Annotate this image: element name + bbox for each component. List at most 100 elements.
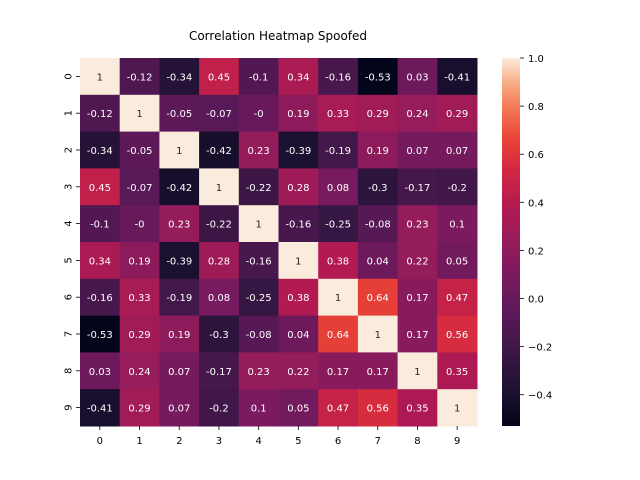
cell-value-label: 0.33: [128, 293, 150, 304]
cell-value-label: 0.03: [89, 367, 111, 378]
cell-value-label: -0.17: [206, 367, 232, 378]
heatmap-cell: [159, 389, 200, 427]
cell-value-label: 0.35: [406, 404, 428, 415]
cell-value-label: 0.19: [367, 146, 389, 157]
cell-value-label: 0.47: [327, 404, 349, 415]
y-tick-label: 1: [64, 110, 75, 116]
cell-value-label: 0.07: [446, 146, 468, 157]
cell-value-label: 1: [335, 293, 341, 304]
y-tick-label: 8: [64, 368, 75, 374]
cell-value-label: 0.64: [327, 330, 349, 341]
heatmap-cell: [397, 168, 438, 206]
heatmap-cell: [357, 168, 399, 206]
cell-value-label: 0.24: [128, 367, 150, 378]
colorbar-tick-label: −0.4: [528, 391, 552, 402]
cell-value-label: 0.19: [168, 330, 190, 341]
heatmap-cell: [199, 94, 240, 133]
heatmap-cell: [159, 58, 200, 96]
heatmap-cell: [397, 94, 438, 133]
cell-value-label: 1: [295, 256, 301, 267]
heatmap-cell: [437, 58, 478, 96]
colorbar: 1.0 0.8 0.6 0.4 0.2 0.0 −0.2 −0.4: [502, 54, 552, 426]
cell-value-label: 0.28: [208, 256, 230, 267]
heatmap-cell: [238, 168, 279, 206]
heatmap-cell: [159, 94, 200, 133]
y-tick-label: 7: [64, 331, 75, 337]
cell-value-label: -0.16: [325, 72, 351, 83]
cell-value-label: 0.05: [446, 256, 468, 267]
heatmap-cell: [278, 205, 319, 243]
heatmap-cell: [397, 205, 438, 243]
heatmap-cell: [119, 168, 160, 206]
heatmap-cell: [318, 352, 359, 390]
heatmap-cell: [357, 131, 399, 169]
heatmap-cell: [397, 352, 438, 390]
cell-value-label: -0: [135, 220, 145, 231]
heatmap-cell: [357, 205, 399, 243]
cell-value-label: -0.08: [246, 330, 272, 341]
cell-value-label: -0.3: [209, 330, 229, 341]
colorbar-tick-label: 1.0: [528, 54, 544, 65]
heatmap-cell: [80, 242, 121, 280]
cell-value-label: -0.16: [246, 256, 272, 267]
heatmap-cell: [357, 278, 399, 317]
x-tick-label: 9: [454, 436, 460, 447]
cell-value-label: -0.07: [127, 183, 153, 194]
x-tick-label: 4: [255, 436, 261, 447]
cell-value-label: 0.04: [367, 256, 389, 267]
heatmap-cell: [238, 58, 279, 96]
heatmap-cell: [119, 242, 160, 280]
cell-value-label: -0.3: [368, 183, 388, 194]
heatmap-cell: [80, 278, 121, 317]
cell-value-label: 0.29: [128, 330, 150, 341]
colorbar-tick-label: 0.4: [528, 198, 544, 209]
cell-value-label: 1: [414, 367, 420, 378]
cell-value-label: -0.34: [87, 146, 113, 157]
heatmap-cell: [80, 352, 121, 390]
colorbar-gradient: [502, 58, 520, 426]
heatmap-cell: [80, 131, 121, 169]
cell-value-label: 0.34: [89, 256, 111, 267]
heatmap-cell: [318, 94, 359, 133]
cell-value-label: -0.41: [87, 404, 113, 415]
heatmap-cell: [199, 131, 240, 169]
heatmap-cell: [397, 242, 438, 280]
cell-value-label: 0.33: [327, 109, 349, 120]
heatmap-cell: [238, 352, 279, 390]
colorbar-tick-label: 0.0: [528, 295, 544, 306]
y-tick-label: 5: [64, 257, 75, 263]
heatmap-cell: [80, 58, 121, 96]
cell-value-label: 0.07: [168, 367, 190, 378]
heatmap-cell: [437, 389, 478, 427]
cell-value-label: 0.17: [406, 330, 428, 341]
heatmap-cell: [199, 242, 240, 280]
cell-value-label: 0.23: [406, 220, 428, 231]
heatmap-cell: [437, 242, 478, 280]
cell-value-label: 0.22: [406, 256, 428, 267]
cell-value-label: 0.45: [89, 183, 111, 194]
heatmap-cell: [357, 58, 399, 96]
cell-value-label: -0.25: [325, 220, 351, 231]
heatmap-cell: [318, 278, 359, 317]
y-tick-label: 4: [64, 220, 75, 226]
heatmap-cell: [318, 242, 359, 280]
heatmap-cell: [199, 168, 240, 206]
cell-value-label: -0.12: [87, 109, 113, 120]
heatmap-cell: [278, 242, 319, 280]
cell-value-label: 0.17: [327, 367, 349, 378]
heatmap-cell: [437, 131, 478, 169]
heatmap-cell: [278, 315, 319, 353]
cell-value-label: 0.45: [208, 72, 230, 83]
heatmap-cell: [159, 168, 200, 206]
cell-value-label: -0.2: [447, 183, 467, 194]
heatmap-cell: [119, 131, 160, 169]
cell-value-label: 0.03: [406, 72, 428, 83]
heatmap-cell: [199, 315, 240, 353]
heatmap-cell: [238, 389, 279, 427]
cell-value-label: -0.53: [87, 330, 113, 341]
cell-value-label: -0.1: [90, 220, 110, 231]
cell-value-label: 0.07: [406, 146, 428, 157]
heatmap-cell: [437, 352, 478, 390]
heatmap-cell: [357, 352, 399, 390]
cell-value-label: 1: [216, 183, 222, 194]
